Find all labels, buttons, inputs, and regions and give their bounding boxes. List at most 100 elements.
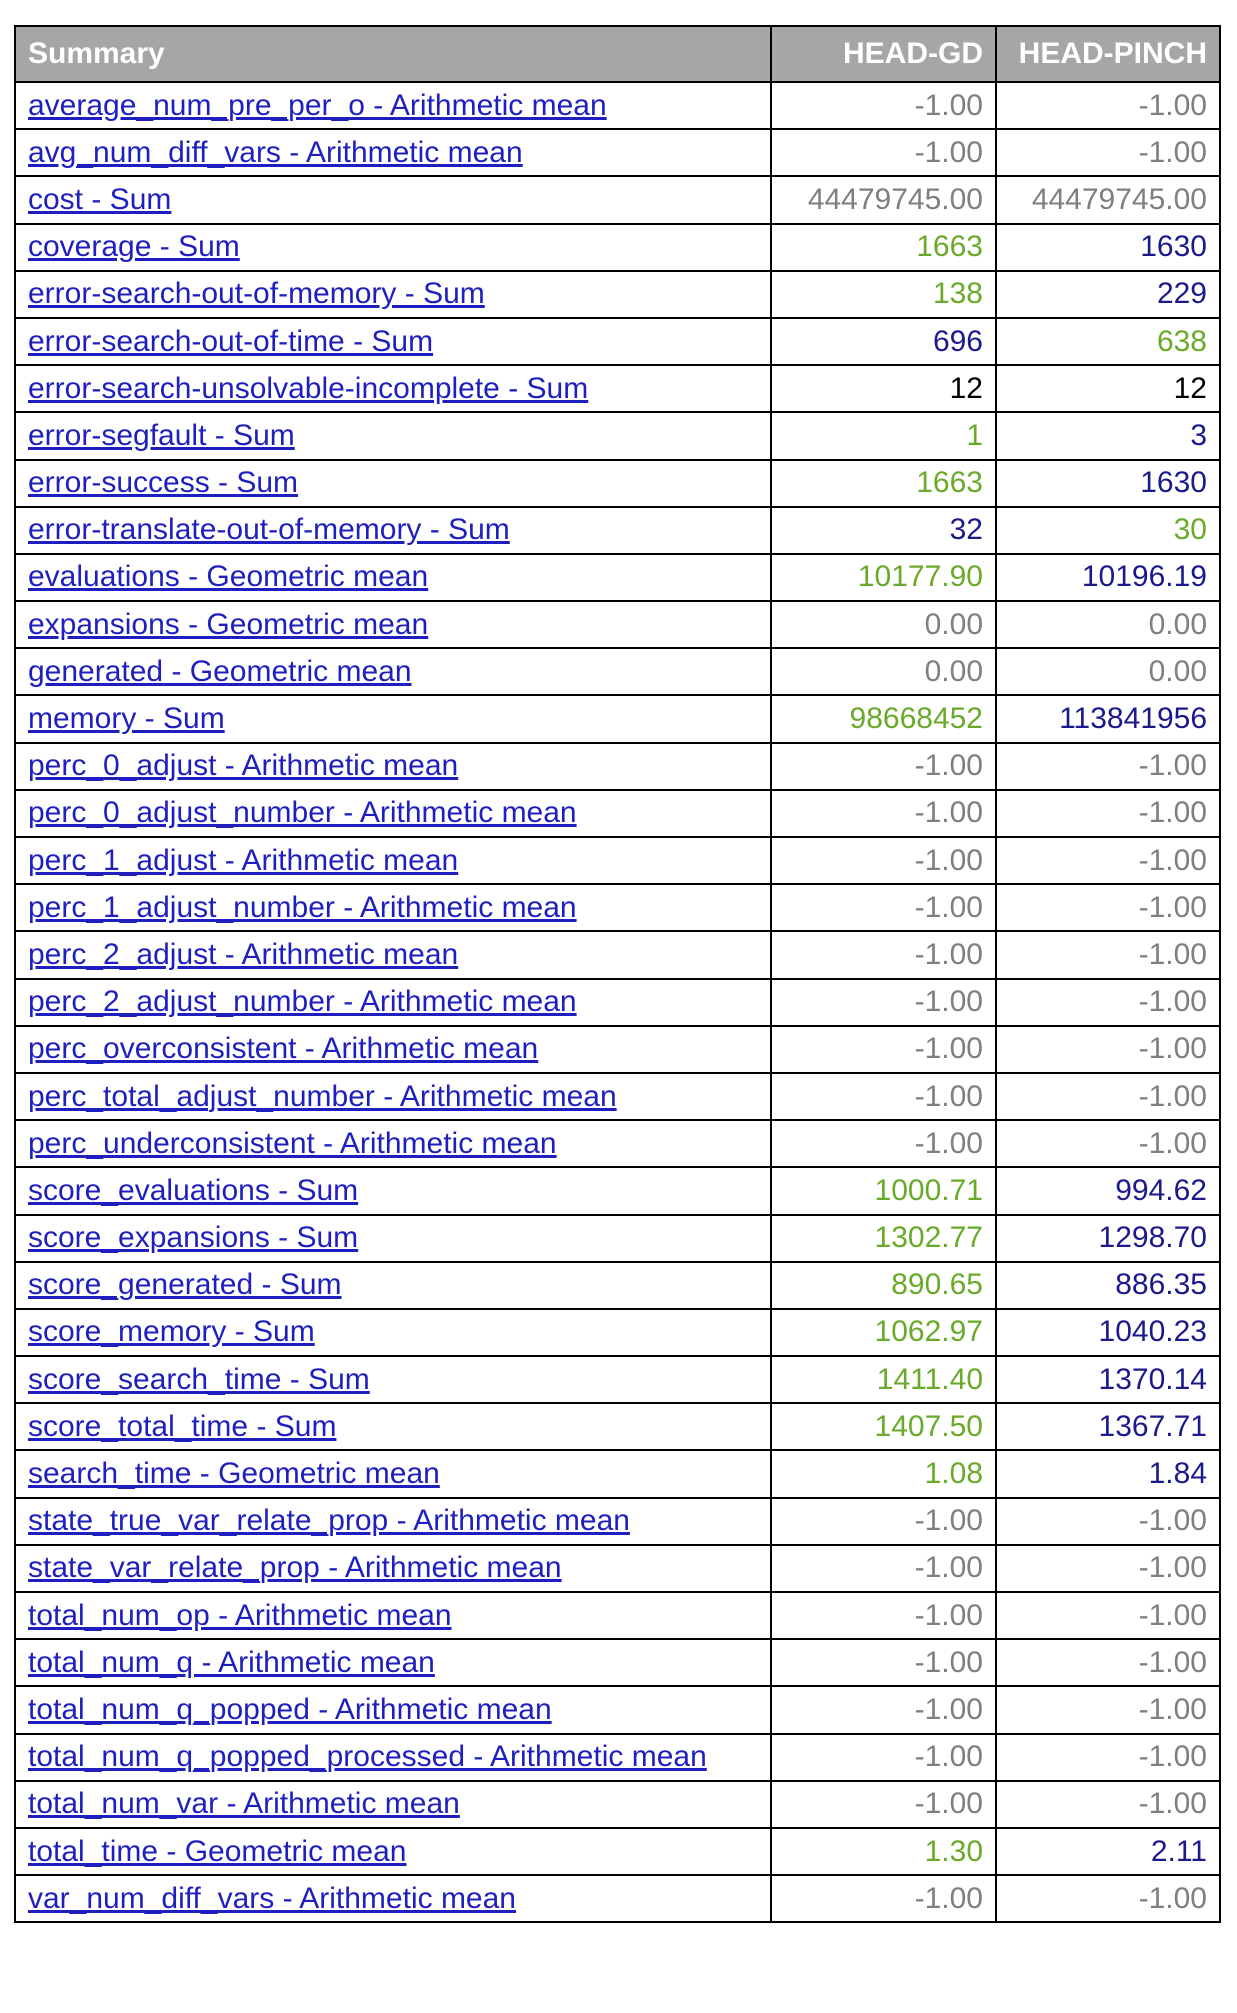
attribute-link[interactable]: generated - Geometric mean [28, 654, 412, 688]
value-head-pinch: -1.00 [995, 977, 1221, 1027]
row-label-cell: avg_num_diff_vars - Arithmetic mean [14, 128, 772, 178]
table-row: generated - Geometric mean 0.00 0.00 [14, 647, 1221, 697]
attribute-link[interactable]: state_var_relate_prop - Arithmetic mean [28, 1551, 562, 1585]
attribute-link[interactable]: score_search_time - Sum [28, 1362, 370, 1396]
row-label-cell: score_generated - Sum [14, 1260, 772, 1310]
value-head-pinch: 10196.19 [995, 552, 1221, 603]
attribute-link[interactable]: state_true_var_relate_prop - Arithmetic … [28, 1504, 630, 1538]
table-row: memory - Sum 98668452 113841956 [14, 694, 1221, 744]
attribute-link[interactable]: total_num_q_popped_processed - Arithmeti… [28, 1740, 707, 1774]
value-head-pinch: 12 [995, 364, 1221, 414]
row-label-cell: error-success - Sum [14, 458, 772, 508]
attribute-link[interactable]: perc_1_adjust_number - Arithmetic mean [28, 890, 577, 924]
value-head-pinch: -1.00 [995, 883, 1221, 933]
row-label-cell: score_evaluations - Sum [14, 1166, 772, 1216]
row-label-cell: perc_2_adjust - Arithmetic mean [14, 930, 772, 980]
header-head-pinch: HEAD-PINCH [995, 25, 1221, 83]
attribute-link[interactable]: average_num_pre_per_o - Arithmetic mean [28, 88, 607, 122]
value-head-pinch: 113841956 [995, 694, 1221, 744]
value-head-gd: 10177.90 [770, 552, 997, 603]
attribute-link[interactable]: memory - Sum [28, 702, 225, 736]
summary-table: Summary HEAD-GD HEAD-PINCH average_num_p… [14, 25, 1221, 1924]
value-head-gd: -1.00 [770, 1071, 997, 1122]
table-row: perc_underconsistent - Arithmetic mean -1… [14, 1119, 1221, 1169]
row-label-cell: total_num_q_popped - Arithmetic mean [14, 1685, 772, 1735]
attribute-link[interactable]: avg_num_diff_vars - Arithmetic mean [28, 135, 523, 169]
attribute-link[interactable]: perc_1_adjust - Arithmetic mean [28, 843, 459, 877]
value-head-gd: 1663 [770, 458, 997, 508]
attribute-link[interactable]: score_generated - Sum [28, 1268, 342, 1302]
row-label-cell: total_num_op - Arithmetic mean [14, 1590, 772, 1641]
attribute-link[interactable]: perc_overconsistent - Arithmetic mean [28, 1032, 539, 1066]
row-label-cell: error-search-out-of-memory - Sum [14, 269, 772, 319]
value-head-gd: 1407.50 [770, 1402, 997, 1452]
attribute-link[interactable]: expansions - Geometric mean [28, 607, 429, 641]
attribute-link[interactable]: perc_total_adjust_number - Arithmetic me… [28, 1079, 617, 1113]
value-head-pinch: -1.00 [995, 930, 1221, 980]
attribute-link[interactable]: cost - Sum [28, 182, 172, 216]
attribute-link[interactable]: total_num_op - Arithmetic mean [28, 1598, 452, 1632]
value-head-pinch: 1630 [995, 458, 1221, 508]
attribute-link[interactable]: error-success - Sum [28, 466, 299, 500]
attribute-link[interactable]: perc_2_adjust_number - Arithmetic mean [28, 985, 577, 1019]
value-head-gd: -1.00 [770, 128, 997, 178]
attribute-link[interactable]: error-search-out-of-time - Sum [28, 324, 434, 358]
table-row: error-segfault - Sum 1 3 [14, 411, 1221, 461]
table-body: average_num_pre_per_o - Arithmetic mean -… [14, 80, 1221, 1924]
attribute-link[interactable]: perc_0_adjust - Arithmetic mean [28, 749, 459, 783]
row-label-cell: error-translate-out-of-memory - Sum [14, 505, 772, 555]
attribute-link[interactable]: error-search-out-of-memory - Sum [28, 277, 485, 311]
attribute-link[interactable]: total_time - Geometric mean [28, 1834, 407, 1868]
value-head-gd: -1.00 [770, 1732, 997, 1782]
row-label-cell: total_num_q - Arithmetic mean [14, 1638, 772, 1688]
attribute-link[interactable]: score_expansions - Sum [28, 1221, 359, 1255]
attribute-link[interactable]: evaluations - Geometric mean [28, 560, 429, 594]
value-head-gd: -1.00 [770, 883, 997, 933]
attribute-link[interactable]: coverage - Sum [28, 230, 240, 264]
value-head-pinch: -1.00 [995, 1638, 1221, 1688]
table-row: error-search-out-of-time - Sum 696 638 [14, 316, 1221, 367]
table-row: total_num_var - Arithmetic mean -1.00 -1.0… [14, 1779, 1221, 1829]
value-head-gd: 1 [770, 411, 997, 461]
table-row: coverage - Sum 1663 1630 [14, 222, 1221, 272]
attribute-link[interactable]: error-search-unsolvable-incomplete - Sum [28, 371, 589, 405]
table-row: total_num_q_popped - Arithmetic mean -1.0… [14, 1685, 1221, 1735]
value-head-gd: -1.00 [770, 977, 997, 1027]
attribute-link[interactable]: total_num_q - Arithmetic mean [28, 1645, 435, 1679]
header-summary: Summary [14, 25, 772, 83]
row-label-cell: search_time - Geometric mean [14, 1449, 772, 1499]
value-head-gd: -1.00 [770, 1543, 997, 1594]
value-head-pinch: -1.00 [995, 80, 1221, 131]
attribute-link[interactable]: perc_2_adjust - Arithmetic mean [28, 937, 459, 971]
attribute-link[interactable]: score_evaluations - Sum [28, 1173, 359, 1207]
attribute-link[interactable]: search_time - Geometric mean [28, 1457, 440, 1491]
attribute-link[interactable]: score_total_time - Sum [28, 1409, 337, 1443]
value-head-pinch: -1.00 [995, 1685, 1221, 1735]
attribute-link[interactable]: total_num_var - Arithmetic mean [28, 1787, 460, 1821]
row-label-cell: perc_overconsistent - Arithmetic mean [14, 1024, 772, 1074]
value-head-pinch: -1.00 [995, 1024, 1221, 1074]
row-label-cell: error-segfault - Sum [14, 411, 772, 461]
table-row: var_num_diff_vars - Arithmetic mean -1.00… [14, 1874, 1221, 1924]
table-row: evaluations - Geometric mean 10177.90 1019… [14, 552, 1221, 603]
attribute-link[interactable]: error-segfault - Sum [28, 418, 295, 452]
table-row: score_generated - Sum 890.65 886.35 [14, 1260, 1221, 1310]
table-header: Summary HEAD-GD HEAD-PINCH [14, 25, 1221, 83]
value-head-gd: 32 [770, 505, 997, 555]
value-head-gd: 1663 [770, 222, 997, 272]
attribute-link[interactable]: perc_0_adjust_number - Arithmetic mean [28, 796, 577, 830]
value-head-gd: 1302.77 [770, 1213, 997, 1263]
attribute-link[interactable]: score_memory - Sum [28, 1315, 315, 1349]
value-head-pinch: -1.00 [995, 741, 1221, 791]
attribute-link[interactable]: error-translate-out-of-memory - Sum [28, 513, 510, 547]
row-label-cell: perc_1_adjust_number - Arithmetic mean [14, 883, 772, 933]
value-head-gd: 696 [770, 316, 997, 367]
attribute-link[interactable]: var_num_diff_vars - Arithmetic mean [28, 1881, 516, 1915]
attribute-link[interactable]: perc_underconsistent - Arithmetic mean [28, 1126, 557, 1160]
table-row: total_num_q - Arithmetic mean -1.00 -1.00 [14, 1638, 1221, 1688]
row-label-cell: expansions - Geometric mean [14, 600, 772, 650]
value-head-pinch: -1.00 [995, 1590, 1221, 1641]
table-row: average_num_pre_per_o - Arithmetic mean -… [14, 80, 1221, 131]
value-head-gd: -1.00 [770, 788, 997, 839]
attribute-link[interactable]: total_num_q_popped - Arithmetic mean [28, 1692, 552, 1726]
